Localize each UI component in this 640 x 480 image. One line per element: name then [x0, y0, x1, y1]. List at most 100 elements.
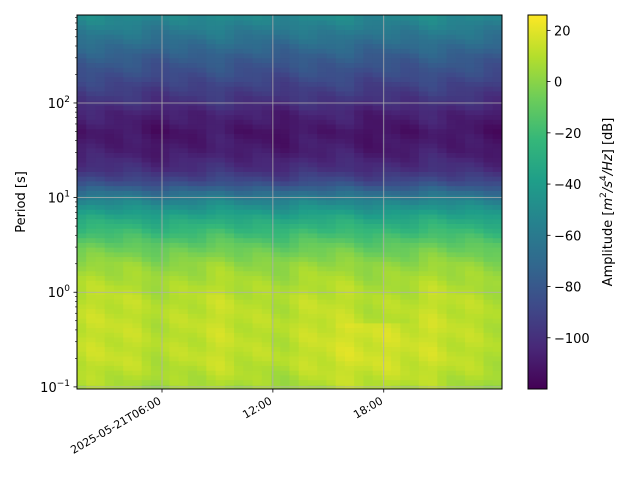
heatmap-cell	[354, 95, 365, 101]
heatmap-cell	[409, 270, 420, 277]
heatmap-cell	[243, 38, 254, 45]
colorbar-tick-label: −100	[554, 332, 590, 347]
heatmap-cell	[141, 275, 152, 281]
heatmap-cell	[86, 370, 97, 376]
heatmap-cell	[354, 223, 365, 229]
heatmap-cell	[344, 171, 355, 177]
heatmap-cell	[437, 370, 448, 376]
heatmap-cell	[187, 360, 198, 366]
heatmap-cell	[363, 43, 374, 49]
heatmap-cell	[335, 308, 346, 314]
heatmap-cell	[197, 62, 207, 68]
heatmap-cell	[474, 303, 485, 310]
heatmap-cell	[446, 256, 457, 262]
heatmap-cell	[132, 109, 143, 116]
heatmap-cell	[77, 223, 87, 229]
heatmap-cell	[492, 119, 502, 125]
heatmap-cell	[446, 81, 457, 87]
heatmap-cell	[381, 308, 392, 314]
heatmap-cell	[298, 29, 309, 35]
heatmap-cell	[86, 24, 97, 30]
heatmap-cell	[141, 43, 152, 49]
heatmap-cell	[113, 34, 124, 40]
heatmap-cell	[344, 303, 355, 310]
heatmap-cell	[400, 185, 411, 191]
heatmap-cell	[280, 38, 291, 45]
heatmap-cell	[95, 204, 106, 210]
heatmap-cell	[215, 166, 226, 172]
heatmap-cell	[150, 48, 161, 54]
heatmap-cell	[307, 341, 318, 348]
heatmap-cell	[224, 138, 235, 144]
heatmap-cell	[141, 138, 152, 144]
heatmap-cell	[206, 147, 217, 153]
heatmap-cell	[197, 67, 207, 73]
heatmap-cell	[197, 341, 207, 348]
heatmap-cell	[160, 114, 170, 120]
heatmap-cell	[391, 261, 401, 267]
heatmap-cell	[381, 19, 392, 26]
heatmap-cell	[307, 247, 318, 253]
heatmap-cell	[391, 86, 401, 92]
heatmap-cell	[354, 128, 365, 135]
heatmap-cell	[271, 90, 281, 97]
heatmap-cell	[474, 294, 485, 300]
heatmap-cell	[77, 247, 87, 253]
heatmap-cell	[307, 38, 318, 45]
heatmap-cell	[224, 76, 235, 83]
heatmap-cell	[354, 34, 365, 40]
heatmap-cell	[437, 38, 448, 45]
heatmap-cell	[335, 76, 346, 83]
heatmap-cell	[363, 114, 374, 120]
heatmap-cell	[344, 105, 355, 111]
heatmap-cell	[372, 247, 383, 253]
heatmap-cell	[391, 138, 401, 144]
heatmap-cell	[123, 81, 134, 87]
heatmap-cell	[289, 308, 300, 314]
heatmap-cell	[261, 53, 272, 59]
heatmap-cell	[317, 237, 328, 243]
heatmap-cell	[123, 199, 134, 206]
heatmap-cell	[113, 313, 124, 319]
heatmap-cell	[446, 34, 457, 40]
heatmap-cell	[141, 190, 152, 196]
heatmap-cell	[446, 379, 457, 385]
heatmap-cell	[104, 161, 115, 168]
heatmap-cell	[132, 242, 143, 248]
heatmap-cell	[224, 360, 235, 366]
heatmap-cell	[298, 270, 309, 277]
heatmap-cell	[483, 142, 494, 149]
heatmap-cell	[224, 228, 235, 234]
heatmap-cell	[474, 247, 485, 253]
heatmap-cell	[409, 43, 420, 49]
heatmap-cell	[483, 119, 494, 125]
heatmap-cell	[123, 209, 134, 215]
heatmap-cell	[178, 247, 189, 253]
heatmap-cell	[141, 280, 152, 286]
heatmap-cell	[317, 53, 328, 59]
heatmap-cell	[446, 95, 457, 101]
heatmap-cell	[86, 332, 97, 338]
heatmap-cell	[289, 152, 300, 158]
heatmap-cell	[252, 242, 263, 248]
heatmap-cell	[261, 365, 272, 371]
heatmap-cell	[446, 180, 457, 187]
heatmap-cell	[363, 322, 374, 329]
heatmap-cell	[271, 67, 281, 73]
heatmap-cell	[280, 157, 291, 163]
heatmap-cell	[446, 351, 457, 357]
heatmap-cell	[77, 242, 87, 248]
heatmap-cell	[187, 34, 198, 40]
heatmap-cell	[344, 261, 355, 267]
heatmap-cell	[492, 48, 502, 54]
heatmap-cell	[160, 119, 170, 125]
heatmap-cell	[280, 332, 291, 338]
heatmap-cell	[215, 327, 226, 333]
heatmap-cell	[178, 147, 189, 153]
heatmap-cell	[187, 105, 198, 111]
heatmap-cell	[113, 346, 124, 352]
heatmap-cell	[169, 157, 180, 163]
heatmap-cell	[280, 171, 291, 177]
heatmap-cell	[409, 176, 420, 182]
heatmap-cell	[271, 124, 281, 130]
